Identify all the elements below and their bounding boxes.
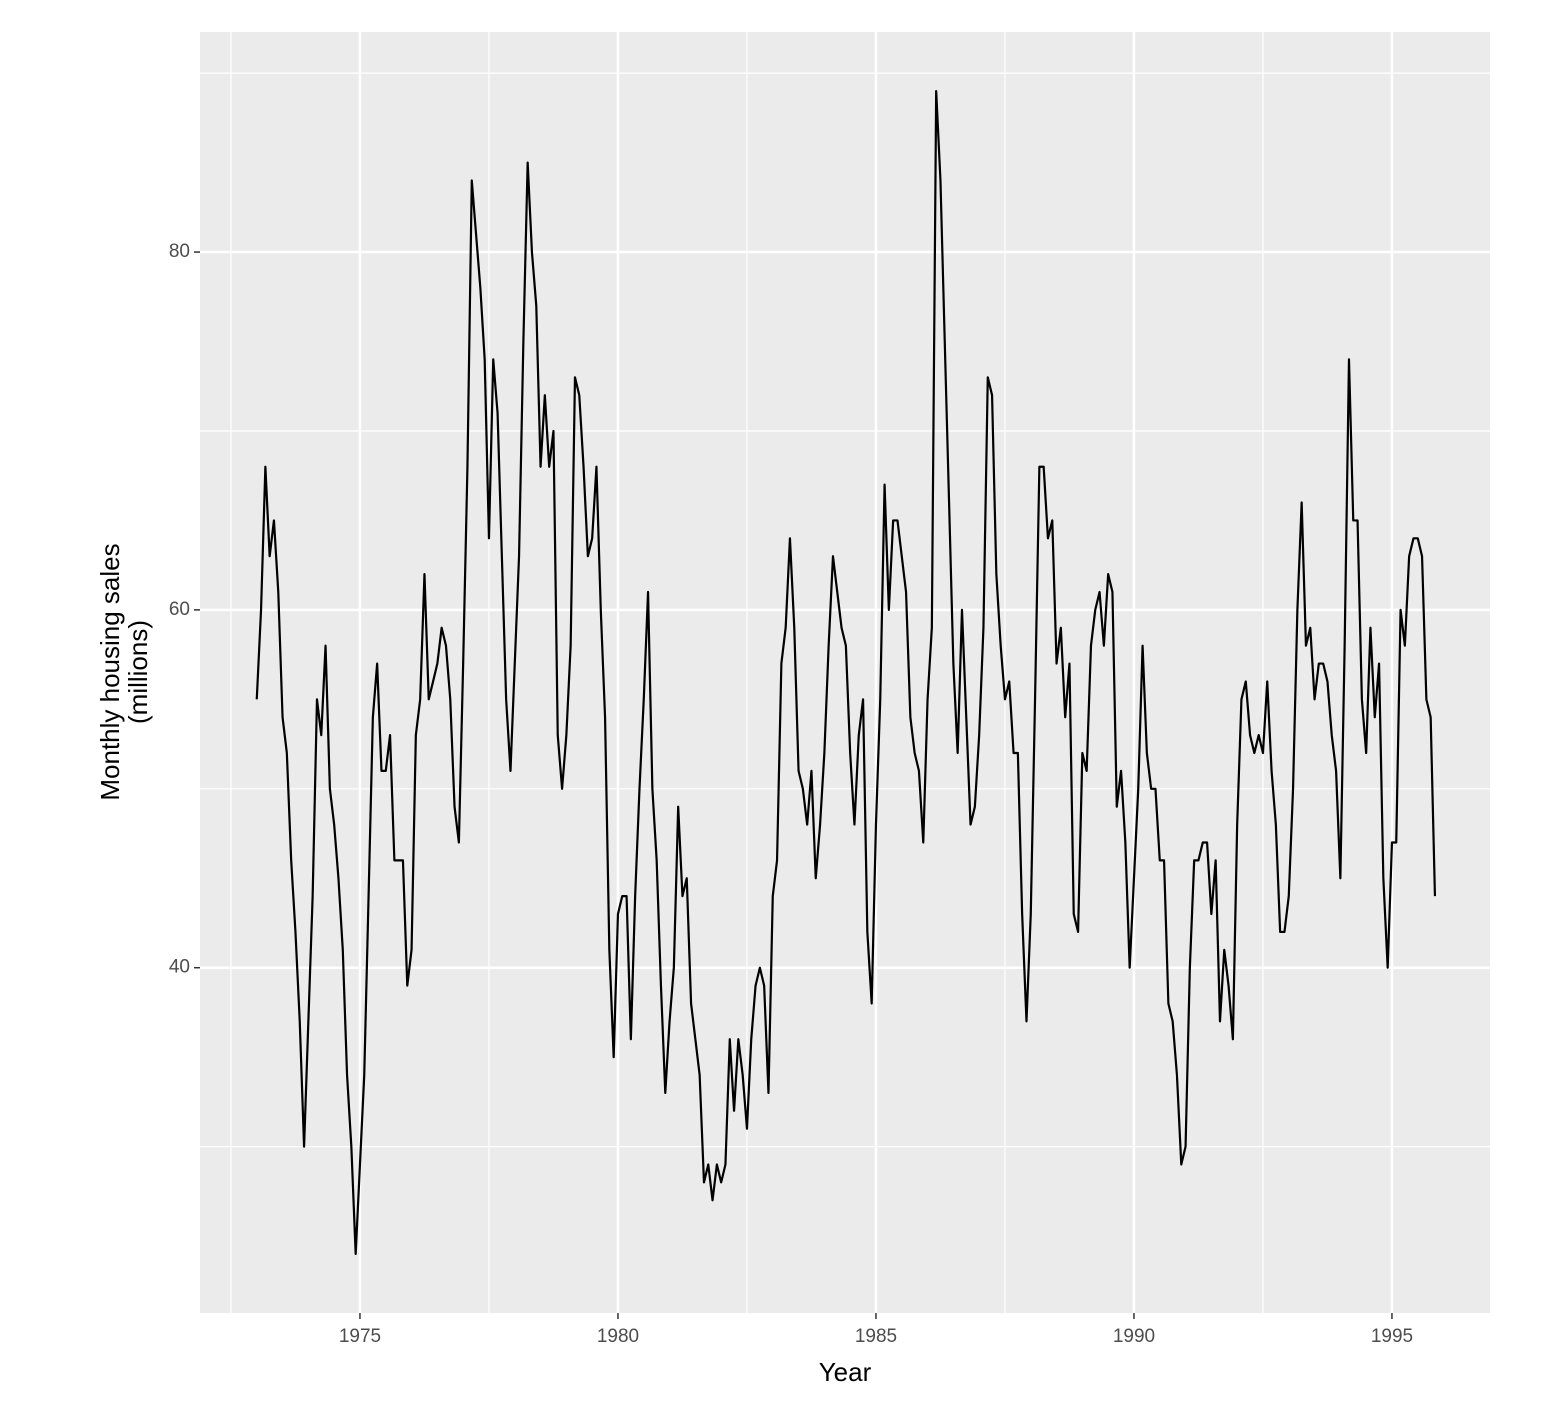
y-axis-title: Monthly housing sales	[95, 543, 125, 800]
y-tick-label: 60	[169, 599, 190, 620]
x-tick-label: 1980	[597, 1326, 639, 1347]
x-axis-title: Year	[819, 1357, 872, 1387]
x-tick-label: 1975	[339, 1326, 381, 1347]
x-tick-label: 1995	[1371, 1326, 1413, 1347]
x-tick-label: 1990	[1113, 1326, 1155, 1347]
y-tick-label: 40	[169, 957, 190, 978]
x-tick-label: 1985	[855, 1326, 897, 1347]
y-axis-title: (millions)	[123, 620, 153, 724]
line	[255, 89, 1437, 1256]
panel	[200, 32, 1490, 1313]
y-tick-label: 80	[169, 241, 190, 262]
